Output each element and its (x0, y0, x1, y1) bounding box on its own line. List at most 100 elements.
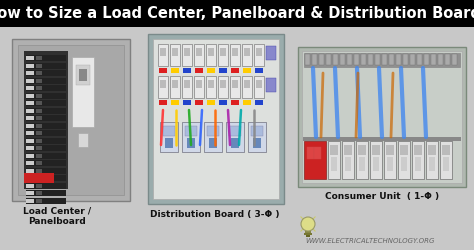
Bar (195, 69, 203, 74)
Bar (184, 49, 190, 57)
Bar (207, 69, 215, 74)
Bar (254, 77, 264, 98)
Bar (79, 70, 87, 82)
Bar (373, 157, 379, 171)
Bar (219, 100, 227, 105)
Bar (396, 55, 401, 66)
Bar (345, 157, 351, 171)
Bar (36, 124, 42, 128)
Bar (26, 102, 34, 105)
Bar (36, 132, 42, 136)
Bar (218, 77, 228, 98)
Bar (230, 45, 240, 67)
Circle shape (301, 217, 315, 231)
Bar (26, 176, 34, 180)
Bar (266, 47, 276, 61)
Bar (182, 122, 200, 152)
Bar (170, 77, 180, 98)
Bar (26, 116, 66, 121)
Bar (18, 46, 124, 195)
Bar (172, 81, 178, 89)
Bar (26, 139, 34, 143)
Bar (333, 55, 338, 66)
Bar (26, 153, 66, 159)
Bar (26, 123, 66, 129)
Bar (26, 64, 34, 68)
Bar (326, 55, 331, 66)
Bar (305, 55, 310, 66)
Bar (36, 176, 42, 180)
Bar (26, 161, 34, 165)
Bar (206, 45, 216, 67)
Bar (431, 55, 436, 66)
Bar (342, 142, 354, 179)
Bar (208, 81, 214, 89)
Bar (254, 45, 264, 67)
Bar (206, 77, 216, 98)
Bar (298, 48, 466, 187)
Bar (26, 132, 34, 136)
Bar (26, 160, 66, 166)
Bar (386, 146, 394, 156)
Bar (26, 191, 34, 195)
Bar (36, 146, 42, 150)
Text: Consumer Unit  ( 1-Φ ): Consumer Unit ( 1-Φ ) (325, 191, 439, 200)
Bar (232, 49, 238, 57)
Bar (183, 69, 191, 74)
Bar (165, 138, 173, 148)
Bar (26, 93, 66, 99)
Bar (230, 77, 240, 98)
Bar (26, 175, 66, 181)
Bar (243, 69, 251, 74)
Bar (0, 28, 474, 250)
Bar (370, 142, 382, 179)
Bar (159, 100, 167, 105)
Bar (26, 86, 66, 92)
Bar (163, 126, 175, 136)
Bar (231, 69, 239, 74)
Bar (36, 109, 42, 113)
Bar (244, 81, 250, 89)
Bar (26, 56, 66, 62)
Bar (196, 49, 202, 57)
Bar (319, 55, 324, 66)
Bar (255, 100, 263, 105)
Bar (26, 87, 34, 91)
Bar (424, 55, 429, 66)
Bar (36, 191, 42, 195)
Bar (26, 79, 34, 83)
Bar (26, 183, 66, 189)
Bar (160, 49, 166, 57)
Bar (36, 199, 42, 203)
Bar (26, 108, 66, 114)
Bar (218, 45, 228, 67)
Bar (182, 77, 192, 98)
Bar (398, 142, 410, 179)
Bar (36, 94, 42, 98)
Bar (26, 72, 34, 76)
Bar (171, 100, 179, 105)
Bar (160, 81, 166, 89)
Bar (158, 77, 168, 98)
Bar (412, 142, 424, 179)
Bar (256, 81, 262, 89)
Bar (304, 54, 460, 68)
Bar (182, 45, 192, 67)
Bar (26, 130, 66, 136)
Text: How to Size a Load Center, Panelboard & Distribution Board?: How to Size a Load Center, Panelboard & … (0, 6, 474, 22)
Bar (171, 69, 179, 74)
Bar (26, 100, 66, 106)
Bar (209, 138, 217, 148)
Bar (314, 148, 321, 159)
Bar (183, 100, 191, 105)
Bar (347, 55, 352, 66)
Bar (12, 40, 130, 201)
Bar (361, 55, 366, 66)
Bar (36, 169, 42, 173)
Bar (244, 49, 250, 57)
Bar (148, 35, 284, 204)
Bar (24, 173, 54, 183)
Bar (26, 184, 34, 188)
Bar (429, 157, 435, 171)
Bar (358, 146, 366, 156)
